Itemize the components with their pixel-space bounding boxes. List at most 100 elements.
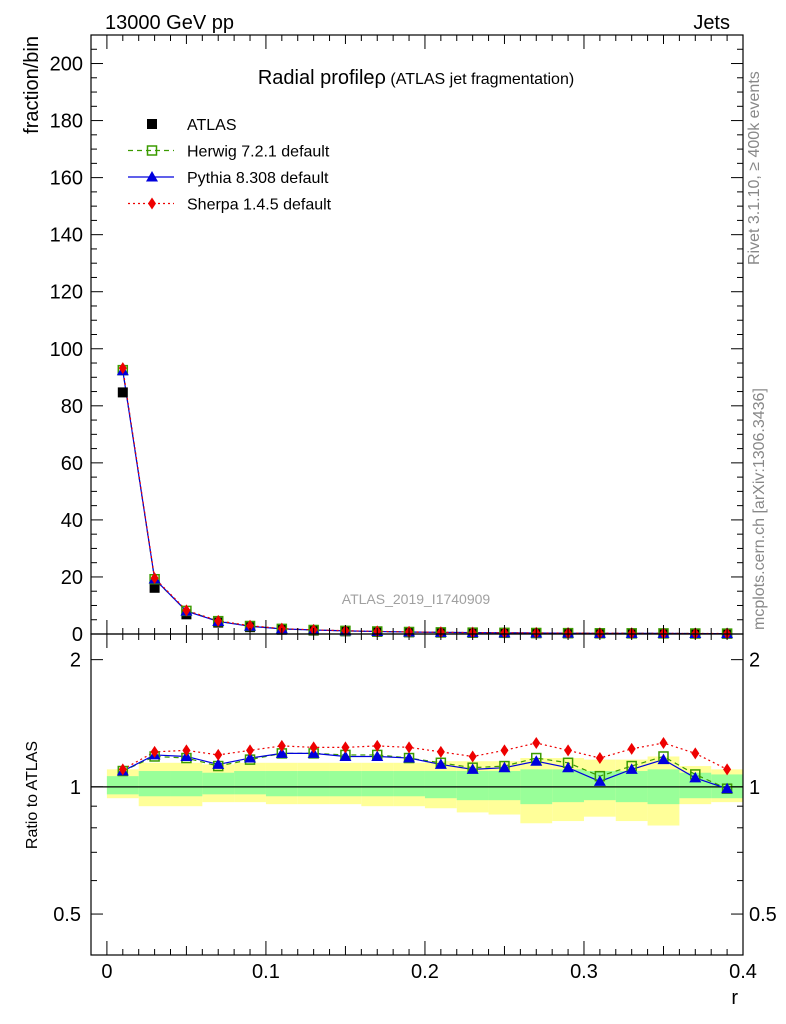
ratio-y-tick-label-right: 2 (749, 650, 760, 672)
main-y-tick-label: 180 (50, 111, 83, 133)
legend-marker (148, 197, 156, 210)
stat-uncertainty-band-bin (234, 771, 266, 795)
sherpa-ratio-point (595, 752, 604, 765)
sherpa-point (150, 572, 159, 585)
sherpa-ratio-point (309, 741, 318, 754)
x-tick-label: 0 (101, 961, 112, 983)
x-axis-label: r (731, 987, 738, 1009)
main-y-tick-label: 40 (61, 510, 83, 532)
legend-marker (146, 171, 158, 182)
stat-uncertainty-band-bin (106, 776, 139, 795)
pythia-ratio-point (498, 761, 511, 773)
legend-marker (147, 119, 157, 129)
header-energy-label: 13000 GeV pp (105, 12, 234, 34)
ratio-y-axis-label: Ratio to ATLAS (24, 741, 41, 849)
sherpa-ratio-point (246, 744, 255, 757)
sherpa-line (122, 368, 728, 635)
pythia-ratio-point (721, 782, 734, 794)
sherpa-point (214, 614, 223, 627)
ratio-y-tick-label: 2 (70, 650, 81, 672)
ratio-y-tick-label: 1 (70, 777, 81, 799)
stat-uncertainty-band-bin (393, 771, 425, 797)
stat-uncertainty-band-bin (361, 771, 394, 797)
legend-label: ATLAS (187, 117, 237, 134)
stat-uncertainty-band-bin (202, 772, 235, 795)
ratio-y-tick-label: 0.5 (53, 904, 81, 926)
legend: ATLAS Herwig 7.2.1 default Pythia 8.308 de… (128, 117, 332, 214)
sherpa-ratio-point (436, 745, 445, 758)
main-y-axis-label: fraction/bin (21, 36, 43, 134)
pythia-ratio-point (434, 758, 447, 769)
stat-uncertainty-band-bin (424, 771, 457, 799)
x-tick-label: 0.2 (411, 961, 439, 983)
sherpa-point (246, 619, 255, 632)
sherpa-ratio-point (373, 739, 382, 752)
sherpa-ratio-point (564, 744, 573, 757)
sherpa-ratio-point (500, 744, 509, 757)
legend-label: Pythia 8.308 default (187, 170, 329, 187)
legend-entry: ATLAS (147, 117, 237, 134)
sherpa-ratio-point (405, 741, 414, 754)
pythia-ratio-point (371, 750, 384, 761)
sherpa-ratio-point (468, 750, 477, 763)
pythia-ratio-point (275, 747, 288, 758)
pythia-ratio-point (593, 775, 606, 786)
pythia-ratio-point (562, 761, 575, 773)
pythia-ratio-point (212, 758, 225, 769)
pythia-ratio-point (530, 755, 543, 766)
pythia-ratio-line (122, 752, 728, 790)
analysis-watermark: ATLAS_2019_I1740909 (342, 591, 491, 607)
sherpa-ratio-line (122, 742, 728, 770)
main-y-tick-label: 120 (50, 282, 83, 304)
pythia-ratio-point (339, 750, 352, 761)
stat-uncertainty-band-bin (456, 771, 489, 801)
atlas-point (149, 582, 160, 593)
ratio-plot-frame (90, 633, 744, 956)
pythia-ratio-point (403, 752, 416, 763)
stat-uncertainty-band-bin (297, 771, 330, 797)
legend-entry: Pythia 8.308 default (128, 170, 329, 187)
sherpa-point (118, 362, 127, 375)
sherpa-ratio-point (341, 741, 350, 754)
sherpa-ratio-point (659, 736, 668, 749)
legend-marker (146, 145, 158, 156)
stat-uncertainty-band-bin (265, 771, 298, 797)
main-y-tick-label: 0 (72, 624, 83, 646)
ratio-y-tick-label-right: 0.5 (749, 904, 777, 926)
legend-entry: Sherpa 1.4.5 default (128, 197, 332, 214)
sherpa-ratio-point (214, 748, 223, 761)
rivet-version-label: Rivet 3.1.10, ≥ 400k events (746, 71, 763, 265)
pythia-ratio-point (244, 752, 257, 763)
ratio-y-tick-label-right: 1 (749, 777, 760, 799)
main-y-tick-label: 100 (50, 339, 83, 361)
sherpa-ratio-point (691, 747, 700, 760)
mcplots-reference-label: mcplots.cern.ch [arXiv:1306.3436] (751, 388, 768, 630)
x-tick-label: 0.3 (570, 961, 598, 983)
main-y-tick-label: 160 (50, 168, 83, 190)
legend-entry: Herwig 7.2.1 default (128, 144, 330, 161)
pythia-ratio-point (689, 771, 702, 783)
sherpa-ratio-point (723, 763, 732, 776)
main-y-tick-label: 140 (50, 225, 83, 247)
pythia-ratio-point (466, 763, 479, 774)
stat-uncertainty-band-bin (552, 769, 584, 803)
main-y-tick-label: 20 (61, 567, 83, 589)
main-y-tick-label: 80 (61, 396, 83, 418)
sherpa-ratio-point (150, 745, 159, 758)
atlas-point (117, 387, 128, 398)
sherpa-ratio-point (627, 742, 636, 755)
sherpa-point (182, 604, 191, 617)
stat-uncertainty-band-bin (329, 771, 362, 797)
stat-uncertainty-band-bin (170, 771, 203, 797)
stat-uncertainty-band-bin (138, 771, 171, 797)
sherpa-ratio-point (277, 739, 286, 752)
sherpa-ratio-point (182, 744, 191, 757)
pythia-ratio-point (625, 763, 638, 774)
herwig-ratio-line (122, 752, 728, 790)
main-y-tick-label: 60 (61, 453, 83, 475)
legend-label: Herwig 7.2.1 default (187, 144, 330, 161)
sherpa-ratio-point (118, 763, 127, 776)
header-process-label: Jets (693, 12, 730, 34)
